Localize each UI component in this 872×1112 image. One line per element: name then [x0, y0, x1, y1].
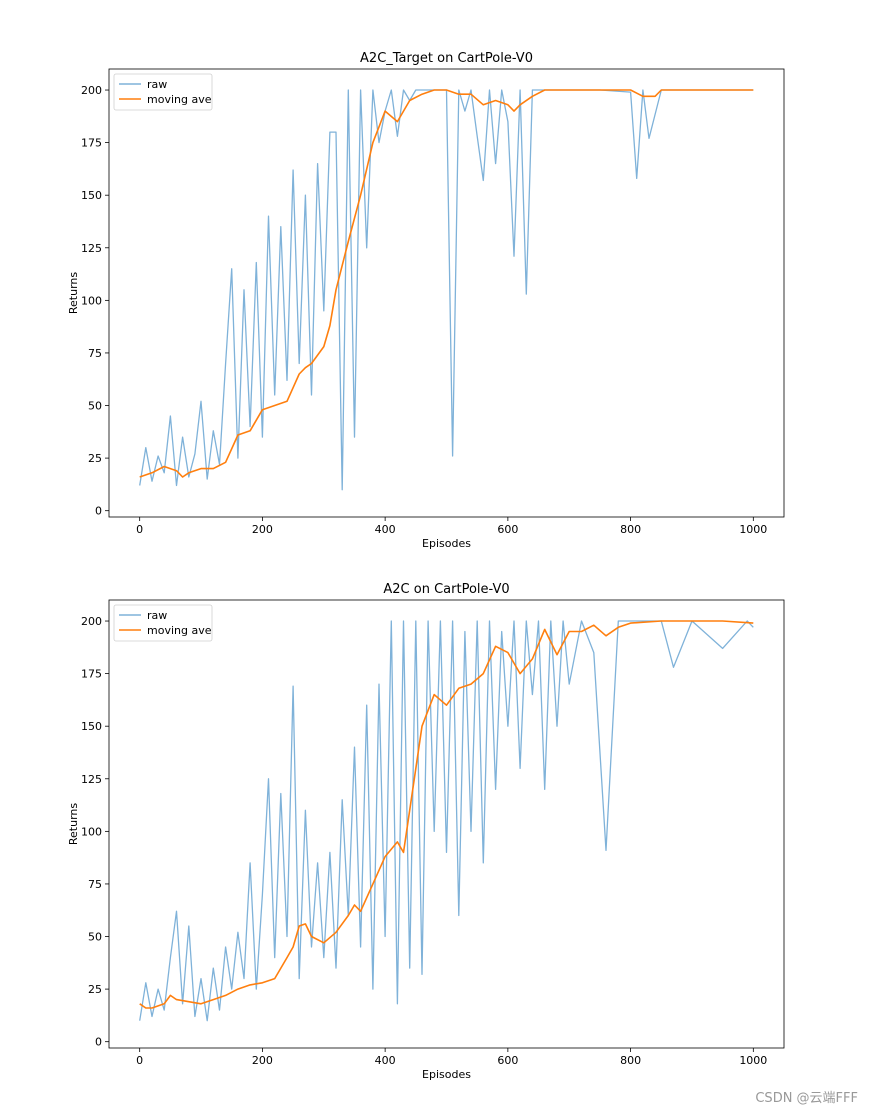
y-tick-label: 175	[81, 668, 102, 681]
legend-label: raw	[147, 78, 167, 91]
y-tick-label: 0	[95, 505, 102, 518]
y-axis-label: Returns	[67, 803, 80, 846]
watermark: CSDN @云端FFF	[755, 1091, 858, 1106]
chart-title: A2C_Target on CartPole-V0	[360, 51, 533, 66]
plot-frame	[108, 68, 785, 518]
chart-title: A2C on CartPole-V0	[383, 582, 509, 597]
x-tick-label: 0	[136, 1054, 143, 1067]
y-tick-label: 100	[81, 825, 102, 838]
y-tick-label: 75	[88, 347, 102, 360]
x-axis-label: Episodes	[422, 1068, 471, 1081]
y-tick-label: 150	[81, 189, 102, 202]
y-tick-label: 200	[81, 615, 102, 628]
y-tick-label: 175	[81, 137, 102, 150]
y-tick-label: 50	[88, 931, 102, 944]
moving-ave-series-line	[139, 620, 754, 1009]
x-tick-label: 600	[497, 1054, 518, 1067]
x-tick-label: 800	[620, 1054, 641, 1067]
chart-1: A2C_Target on CartPole-V0 0 200 400 600 800 10…	[67, 51, 785, 550]
raw-series-line	[139, 620, 754, 1022]
y-tick-label: 125	[81, 242, 102, 255]
plot-frame	[108, 599, 785, 1049]
y-tick-label: 150	[81, 720, 102, 733]
x-tick-label: 200	[252, 1054, 273, 1067]
x-tick-label: 0	[136, 523, 143, 536]
moving-ave-series-line	[139, 89, 754, 478]
legend-label: moving ave	[147, 93, 212, 106]
x-tick-label: 800	[620, 523, 641, 536]
y-tick-label: 50	[88, 400, 102, 413]
x-axis-label: Episodes	[422, 537, 471, 550]
y-tick-label: 200	[81, 84, 102, 97]
y-tick-label: 100	[81, 294, 102, 307]
y-tick-label: 75	[88, 878, 102, 891]
x-tick-label: 1000	[739, 523, 767, 536]
x-tick-label: 1000	[739, 1054, 767, 1067]
y-tick-label: 25	[88, 983, 102, 996]
legend-label: moving ave	[147, 624, 212, 637]
y-axis-label: Returns	[67, 272, 80, 315]
x-tick-label: 400	[375, 1054, 396, 1067]
x-tick-label: 600	[497, 523, 518, 536]
legend-box	[113, 604, 213, 642]
legend-box	[113, 73, 213, 111]
legend-label: raw	[147, 609, 167, 622]
chart-2: A2C on CartPole-V0 0 200 400 600 800 1000 0 25 50…	[67, 582, 785, 1081]
y-tick-label: 25	[88, 452, 102, 465]
x-tick-label: 400	[375, 523, 396, 536]
x-tick-label: 200	[252, 523, 273, 536]
raw-series-line	[139, 89, 754, 491]
y-tick-label: 125	[81, 773, 102, 786]
y-tick-label: 0	[95, 1036, 102, 1049]
